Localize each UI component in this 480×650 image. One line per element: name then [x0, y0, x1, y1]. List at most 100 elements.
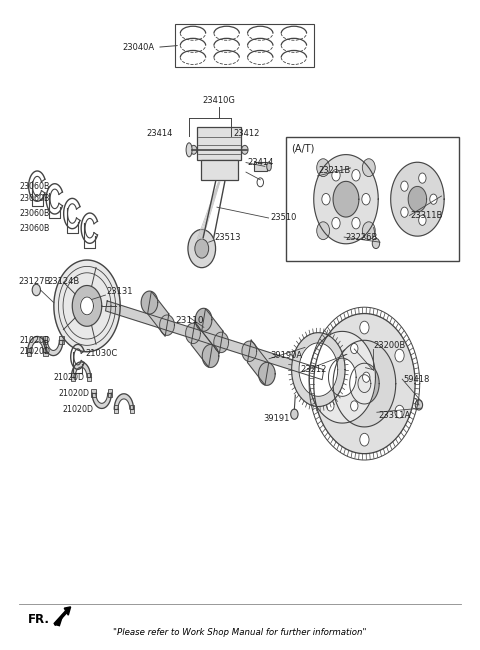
Text: 21020D: 21020D: [20, 347, 51, 356]
Text: 23414: 23414: [247, 158, 273, 167]
FancyBboxPatch shape: [91, 389, 96, 397]
Text: 23200B: 23200B: [373, 341, 406, 350]
Polygon shape: [28, 337, 47, 352]
FancyBboxPatch shape: [71, 373, 75, 381]
Circle shape: [350, 401, 358, 411]
Polygon shape: [72, 285, 102, 326]
Text: 21020D: 21020D: [58, 389, 89, 398]
Circle shape: [195, 239, 209, 258]
Polygon shape: [81, 297, 94, 315]
FancyBboxPatch shape: [114, 405, 118, 413]
Text: 23412: 23412: [233, 129, 260, 138]
Circle shape: [317, 159, 330, 177]
Circle shape: [362, 194, 370, 205]
Polygon shape: [391, 162, 444, 236]
Circle shape: [350, 343, 358, 354]
FancyBboxPatch shape: [59, 337, 64, 344]
Circle shape: [395, 349, 404, 362]
Circle shape: [326, 401, 334, 411]
Polygon shape: [214, 332, 228, 352]
Polygon shape: [202, 309, 223, 354]
Circle shape: [401, 207, 408, 217]
Text: 39191: 39191: [264, 414, 290, 423]
Polygon shape: [259, 363, 275, 385]
Text: 23513: 23513: [215, 233, 241, 242]
Text: 23060B: 23060B: [20, 194, 50, 203]
Text: 39190A: 39190A: [270, 351, 302, 360]
Ellipse shape: [186, 143, 192, 157]
Text: 23060B: 23060B: [20, 209, 50, 218]
Circle shape: [191, 146, 197, 154]
Ellipse shape: [267, 162, 271, 171]
Circle shape: [324, 349, 334, 362]
Text: 23060B: 23060B: [20, 181, 50, 190]
Circle shape: [419, 215, 426, 226]
Circle shape: [352, 170, 360, 181]
Circle shape: [362, 159, 375, 177]
FancyBboxPatch shape: [201, 160, 238, 181]
Polygon shape: [314, 313, 415, 454]
Text: 23211B: 23211B: [318, 166, 350, 176]
FancyArrow shape: [54, 607, 71, 625]
Circle shape: [415, 400, 422, 410]
Text: 23311A: 23311A: [378, 411, 410, 420]
Text: 23510: 23510: [270, 213, 296, 222]
FancyBboxPatch shape: [286, 137, 459, 261]
Text: 23410G: 23410G: [203, 96, 236, 105]
Text: 23414: 23414: [147, 129, 173, 138]
Circle shape: [401, 181, 408, 191]
Text: 23127B: 23127B: [19, 277, 51, 286]
Circle shape: [188, 229, 216, 268]
Text: 23060B: 23060B: [20, 224, 50, 233]
FancyBboxPatch shape: [43, 337, 48, 344]
Polygon shape: [349, 363, 379, 404]
Polygon shape: [141, 291, 158, 314]
Polygon shape: [309, 332, 375, 423]
Circle shape: [291, 409, 298, 419]
Polygon shape: [106, 301, 324, 380]
Circle shape: [317, 222, 330, 240]
FancyBboxPatch shape: [27, 348, 31, 356]
Text: 23110: 23110: [175, 316, 204, 325]
Polygon shape: [408, 187, 427, 212]
FancyBboxPatch shape: [197, 127, 241, 160]
FancyBboxPatch shape: [87, 373, 91, 381]
Circle shape: [360, 321, 369, 334]
Text: 21020D: 21020D: [20, 336, 51, 344]
Polygon shape: [186, 323, 200, 344]
Text: 21030C: 21030C: [85, 349, 118, 358]
Text: 23212: 23212: [300, 365, 326, 374]
Polygon shape: [333, 341, 396, 427]
FancyBboxPatch shape: [43, 348, 48, 356]
Text: 23124B: 23124B: [48, 277, 80, 286]
Circle shape: [326, 343, 334, 354]
Circle shape: [332, 217, 340, 229]
Polygon shape: [55, 614, 63, 626]
Polygon shape: [191, 322, 212, 367]
Text: 23131: 23131: [107, 287, 133, 296]
Text: 59418: 59418: [404, 374, 430, 384]
Circle shape: [360, 434, 369, 446]
Polygon shape: [242, 341, 257, 361]
Polygon shape: [202, 344, 219, 367]
Circle shape: [430, 194, 437, 204]
Circle shape: [332, 170, 340, 181]
Text: 23226B: 23226B: [345, 233, 377, 242]
Circle shape: [315, 372, 322, 382]
FancyBboxPatch shape: [254, 162, 267, 171]
Polygon shape: [195, 308, 212, 332]
Polygon shape: [292, 333, 345, 406]
Polygon shape: [72, 362, 91, 377]
Polygon shape: [314, 155, 378, 244]
FancyBboxPatch shape: [130, 405, 134, 413]
Circle shape: [241, 146, 248, 154]
Text: 23040A: 23040A: [122, 43, 155, 52]
Polygon shape: [114, 394, 133, 409]
FancyBboxPatch shape: [176, 23, 314, 67]
Text: FR.: FR.: [28, 613, 50, 626]
Text: 21020D: 21020D: [53, 372, 84, 382]
Circle shape: [362, 222, 375, 240]
Polygon shape: [92, 393, 111, 408]
FancyBboxPatch shape: [108, 389, 112, 397]
Circle shape: [362, 372, 370, 382]
